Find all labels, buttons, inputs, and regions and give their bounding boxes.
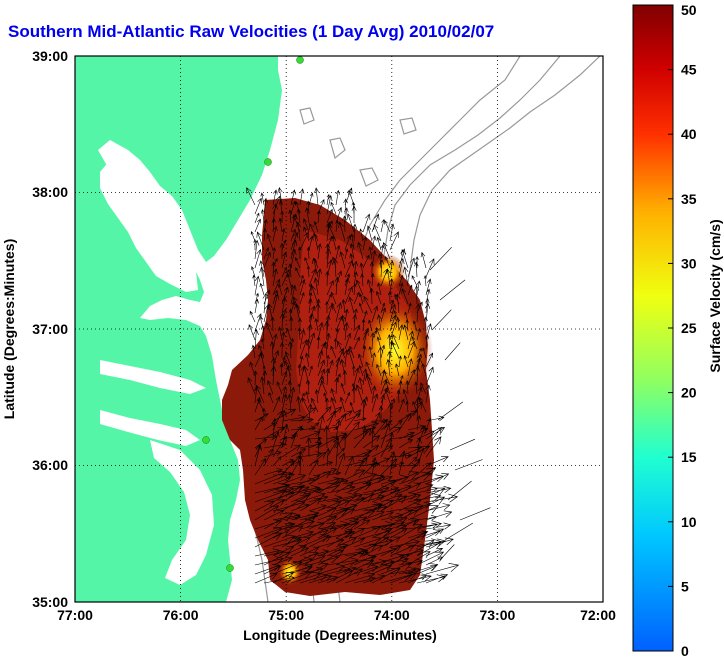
colorbar-tick-label: 25 (681, 320, 697, 336)
colorbar-tick-label: 45 (681, 62, 697, 78)
x-tick-label: 76:00 (163, 607, 199, 623)
velocity-arrows (246, 187, 491, 584)
colorbar (632, 4, 674, 652)
radar-station-marker (296, 56, 304, 64)
radar-station-marker (226, 564, 234, 572)
chesapeake-bay (100, 160, 198, 292)
colorbar-overlap (500, 18, 632, 46)
grid-lines (75, 56, 603, 602)
x-tick-label: 73:00 (479, 607, 515, 623)
pamlico-sound (150, 440, 214, 585)
y-tick-label: 38:00 (32, 184, 68, 200)
radar-station-marker (264, 158, 272, 166)
y-tick-label: 39:00 (32, 48, 68, 64)
colorbar-tick-label: 50 (681, 2, 697, 18)
x-axis-label: Longitude (Degrees:Minutes) (243, 627, 437, 643)
colorbar-tick-label: 0 (681, 643, 689, 659)
colorbar-tick-label: 40 (681, 126, 697, 142)
x-tick-label: 75:00 (268, 607, 304, 623)
x-tick-label: 77:00 (57, 607, 93, 623)
x-tick-label: 74:00 (374, 607, 410, 623)
y-tick-label: 36:00 (32, 457, 68, 473)
x-tick-label: 72:00 (580, 607, 616, 623)
colorbar-tick-label: 5 (681, 578, 689, 594)
y-axis-label: Latitude (Degrees:Minutes) (1, 239, 17, 419)
plot-frame (74, 55, 604, 603)
y-tick-label: 35:00 (32, 594, 68, 610)
velocity-field (222, 187, 491, 596)
colorbar-tick-label: 10 (681, 514, 697, 530)
colorbar-tick-label: 35 (681, 191, 697, 207)
colorbar-tick-label: 30 (681, 255, 697, 271)
colorbar-tick-label: 15 (681, 449, 697, 465)
y-tick-label: 37:00 (32, 321, 68, 337)
river-estuary (100, 410, 200, 446)
radar-station-marker (202, 436, 210, 444)
radar-stations (202, 56, 304, 572)
colorbar-tick-label: 20 (681, 385, 697, 401)
map-title: Southern Mid-Atlantic Raw Velocities (1 … (8, 22, 575, 41)
colorbar-label: Surface Velocity (cm/s) (707, 219, 723, 372)
river-estuary (100, 360, 206, 394)
